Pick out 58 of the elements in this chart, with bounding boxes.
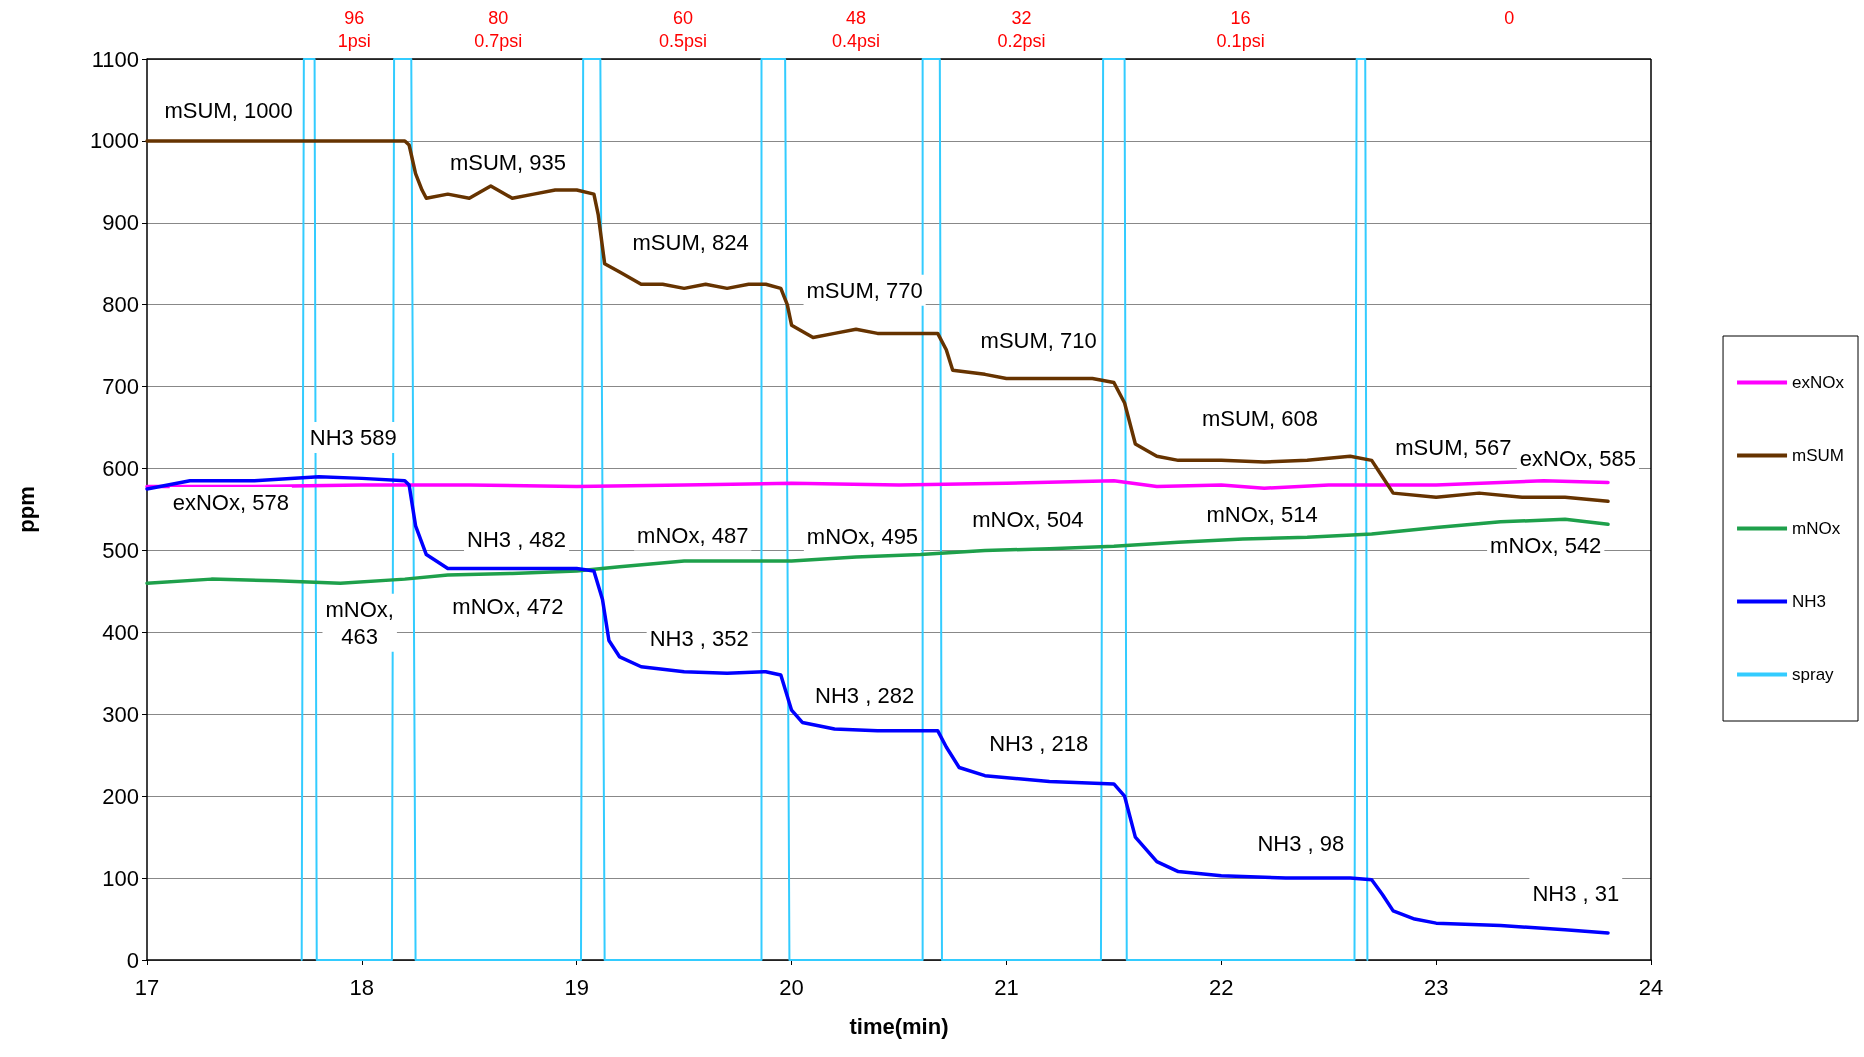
x-tick-label: 21 bbox=[994, 974, 1019, 1000]
text: 96 1psi bbox=[337, 7, 371, 51]
text: 32 0.2psi bbox=[997, 7, 1046, 51]
annotation: NH3 , 482 bbox=[467, 526, 567, 552]
annotation: exNOx, 585 bbox=[1519, 446, 1637, 472]
annotation: NH3 , 31 bbox=[1532, 881, 1620, 907]
x-tick-label: 23 bbox=[1423, 974, 1449, 1000]
y-tick-label: 800 bbox=[102, 292, 139, 318]
annotation: NH3 , 352 bbox=[649, 626, 749, 652]
annotation: mSUM, 710 bbox=[980, 327, 1097, 353]
annotation: mSUM, 824 bbox=[632, 229, 749, 255]
text: 48 0.4psi bbox=[832, 7, 881, 51]
y-tick-label: 700 bbox=[102, 374, 139, 400]
annotation: mNOx, 463 bbox=[325, 596, 394, 649]
y-tick-label: 100 bbox=[102, 865, 139, 891]
text: 60 0.5psi bbox=[659, 7, 708, 51]
x-tick-label: 20 bbox=[779, 974, 804, 1000]
legend-label: mSUM bbox=[1792, 446, 1844, 465]
legend-label: spray bbox=[1792, 665, 1835, 684]
annotation: NH3 , 282 bbox=[815, 682, 915, 708]
annotation: mNOx, 487 bbox=[637, 522, 749, 548]
annotation: exNOx, 578 bbox=[172, 490, 289, 516]
annotation: mNOx, 504 bbox=[972, 506, 1084, 532]
annotation: mNOx, 542 bbox=[1490, 532, 1602, 558]
y-tick-label: 900 bbox=[102, 210, 139, 236]
y-axis-title: ppm bbox=[13, 486, 39, 533]
y-tick-label: 600 bbox=[102, 456, 139, 482]
x-tick-label: 22 bbox=[1209, 974, 1234, 1000]
annotation: mSUM, 935 bbox=[449, 149, 567, 175]
x-axis-title: time(min) bbox=[849, 1013, 949, 1039]
legend-label: mNOx bbox=[1792, 519, 1841, 538]
x-tick-label: 17 bbox=[134, 974, 160, 1000]
y-tick-label: 500 bbox=[102, 537, 139, 563]
legend-label: NH3 bbox=[1792, 592, 1827, 611]
y-tick-label: 300 bbox=[102, 701, 139, 727]
y-tick-label: 200 bbox=[102, 783, 139, 809]
line-series bbox=[145, 479, 1610, 490]
annotation: mSUM, 1000 bbox=[164, 98, 293, 124]
text: 0 bbox=[1504, 7, 1515, 28]
x-tick-label: 19 bbox=[564, 974, 589, 1000]
annotation: mSUM, 770 bbox=[806, 277, 923, 303]
annotation: mNOx, 495 bbox=[806, 524, 919, 550]
x-tick-label: 18 bbox=[349, 974, 375, 1000]
text: 16 0.1psi bbox=[1216, 7, 1265, 51]
annotation: NH3 , 218 bbox=[989, 730, 1089, 756]
y-tick-label: 0 bbox=[126, 947, 139, 973]
legend-label: exNOx bbox=[1792, 373, 1845, 392]
annotation: NH3 589 bbox=[309, 425, 397, 451]
y-tick-label: 1000 bbox=[90, 128, 139, 154]
x-tick-label: 24 bbox=[1638, 974, 1664, 1000]
y-tick-label: 1100 bbox=[91, 46, 139, 72]
annotation: mSUM, 608 bbox=[1201, 406, 1319, 432]
y-tick-label: 400 bbox=[102, 619, 139, 645]
annotation: mSUM, 567 bbox=[1395, 435, 1512, 461]
annotation: mNOx, 514 bbox=[1206, 502, 1318, 528]
annotation: mNOx, 472 bbox=[452, 593, 564, 619]
text: 80 0.7psi bbox=[474, 7, 523, 51]
annotation: NH3 , 98 bbox=[1257, 831, 1345, 857]
